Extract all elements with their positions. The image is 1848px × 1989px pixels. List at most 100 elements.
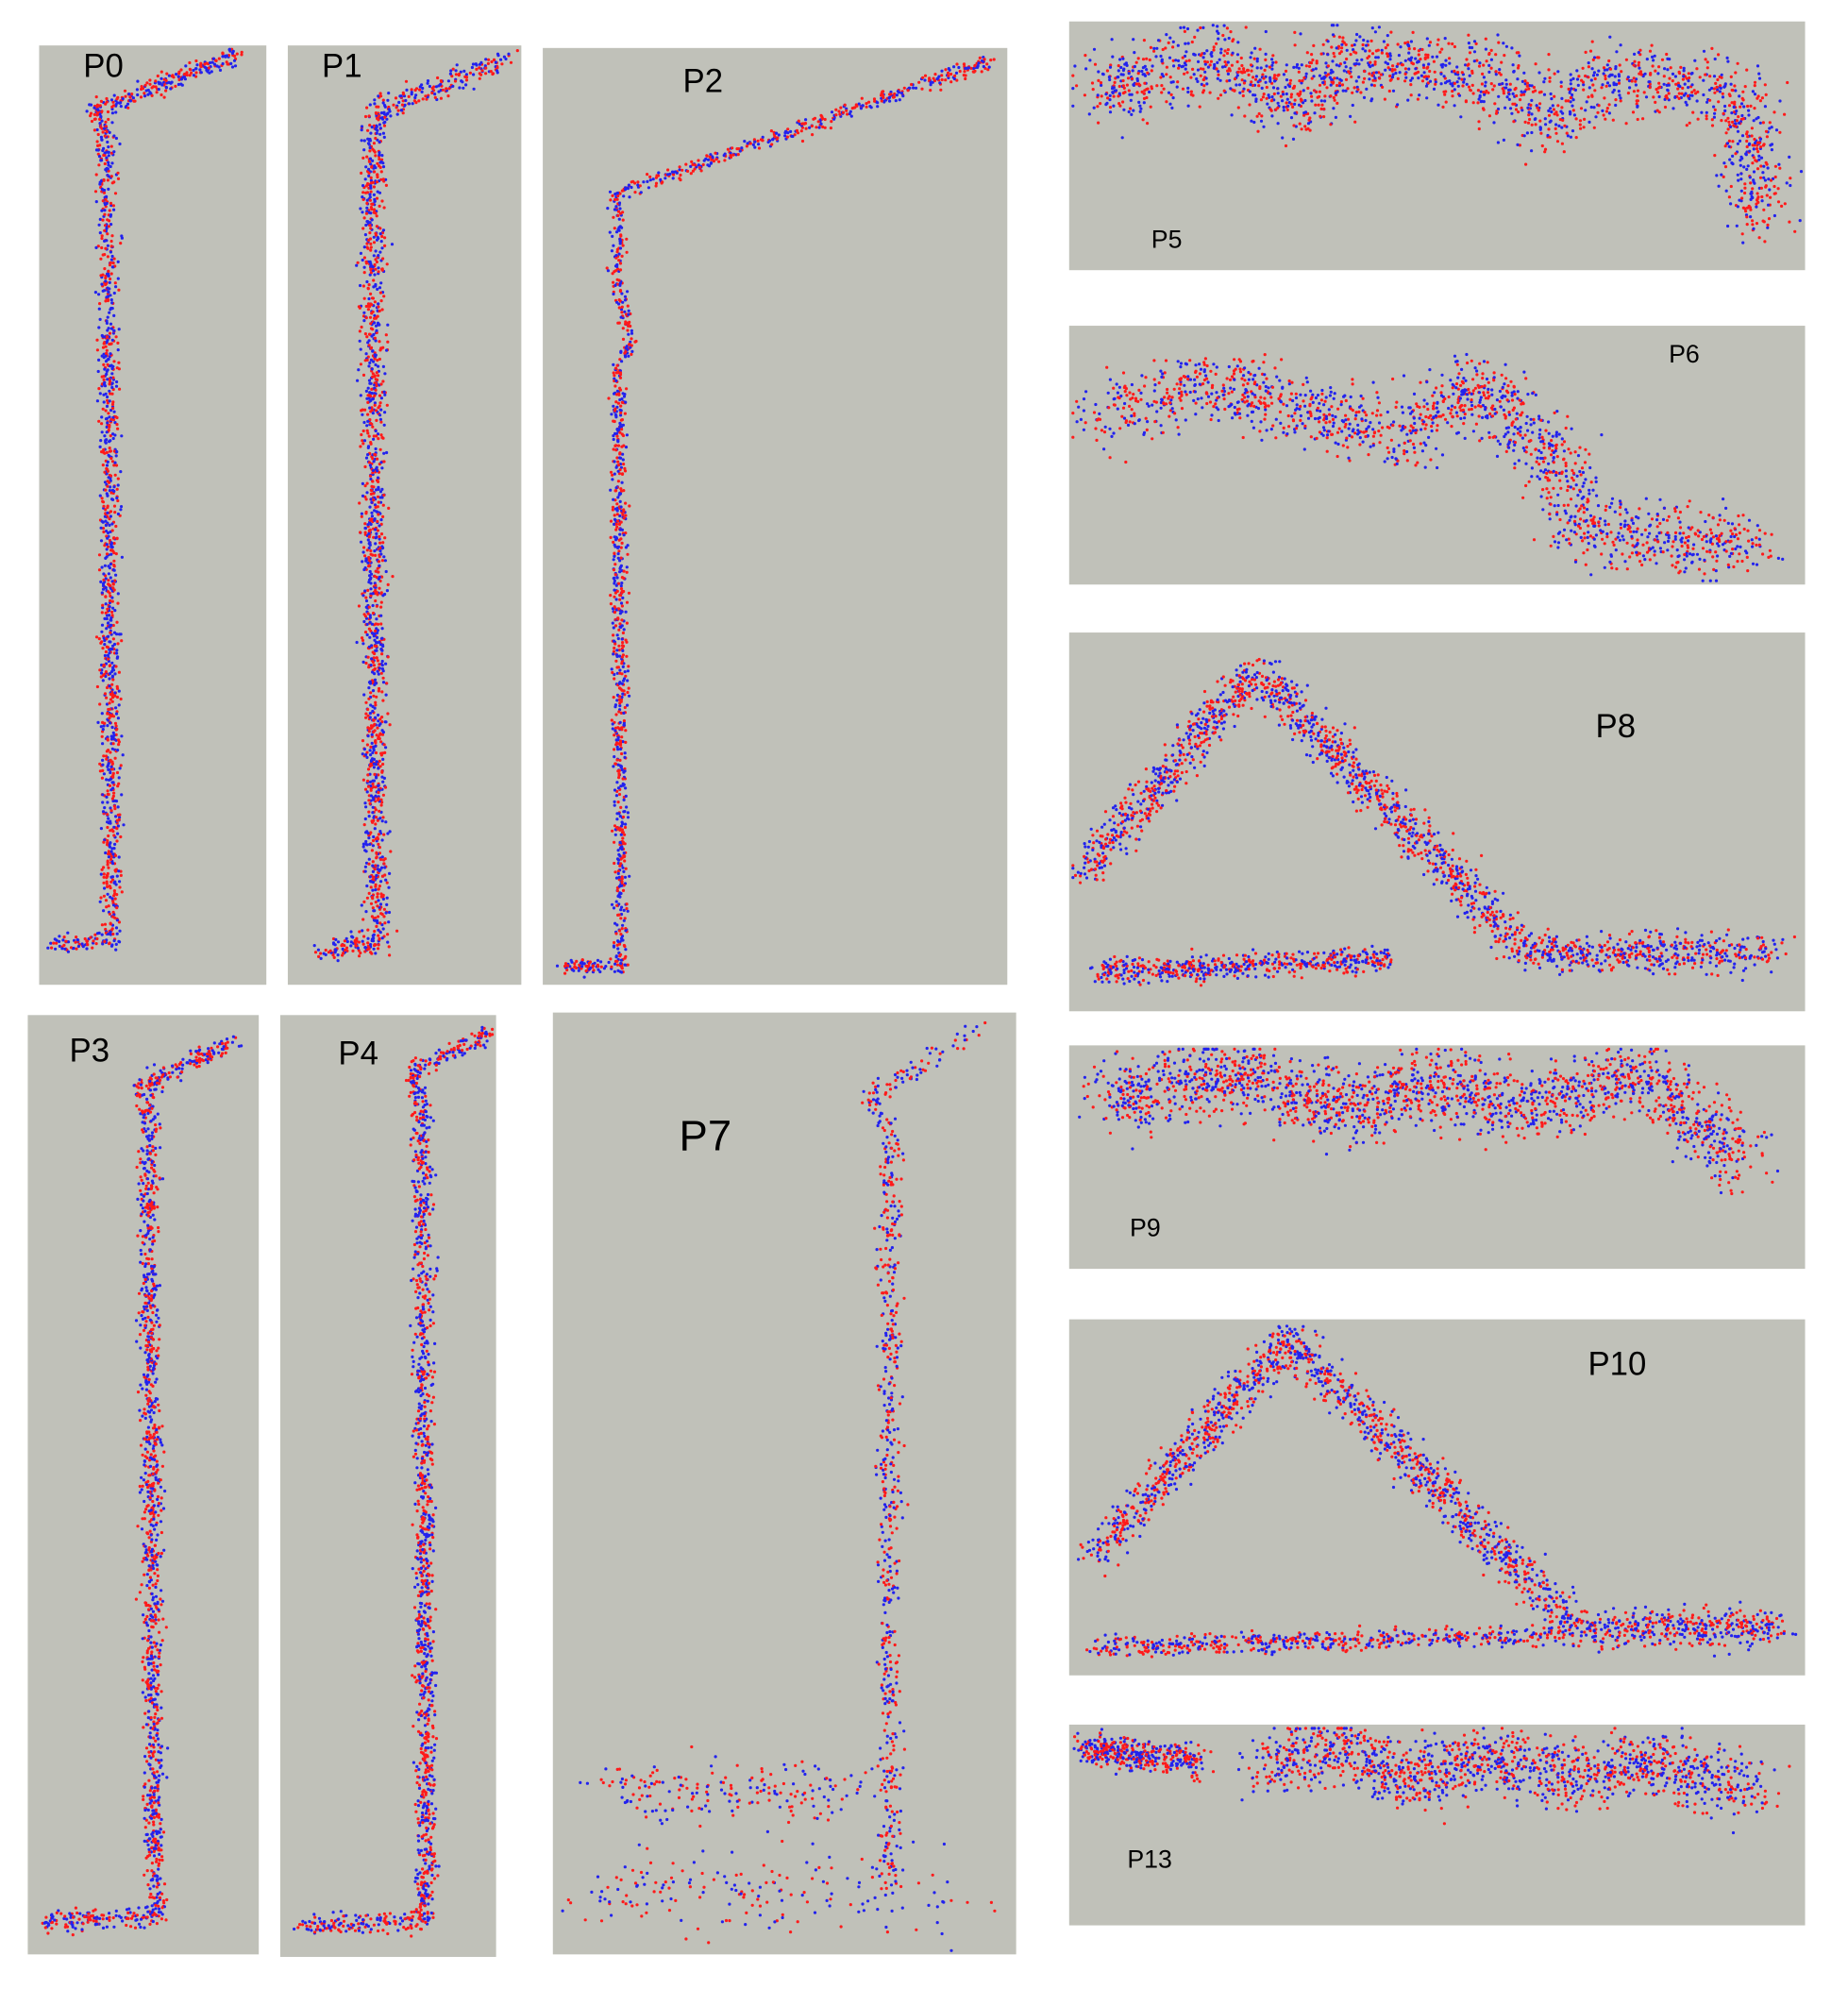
point bbox=[612, 371, 615, 375]
point bbox=[120, 236, 124, 240]
point bbox=[626, 703, 630, 707]
point bbox=[614, 400, 618, 404]
point bbox=[103, 721, 107, 725]
point bbox=[113, 868, 117, 872]
point bbox=[378, 846, 381, 850]
point bbox=[753, 140, 757, 143]
point bbox=[383, 720, 387, 724]
point bbox=[115, 536, 119, 540]
point bbox=[390, 243, 395, 246]
point bbox=[151, 1145, 155, 1149]
point bbox=[143, 92, 146, 95]
point bbox=[361, 442, 365, 446]
point bbox=[648, 175, 652, 178]
point bbox=[370, 126, 374, 129]
point bbox=[111, 100, 115, 104]
point bbox=[484, 72, 488, 76]
point bbox=[110, 747, 114, 750]
point bbox=[109, 631, 112, 634]
point bbox=[381, 895, 385, 899]
point bbox=[618, 741, 623, 745]
point bbox=[375, 214, 378, 218]
point bbox=[621, 777, 625, 781]
point bbox=[143, 1416, 147, 1420]
point bbox=[112, 791, 116, 795]
point bbox=[66, 931, 70, 935]
point bbox=[101, 647, 105, 650]
point bbox=[356, 379, 360, 382]
point bbox=[100, 734, 104, 738]
point bbox=[160, 1917, 163, 1921]
point bbox=[145, 1149, 149, 1153]
point bbox=[98, 769, 102, 773]
point bbox=[383, 115, 387, 119]
point bbox=[378, 524, 381, 528]
point bbox=[371, 425, 375, 429]
point bbox=[367, 697, 371, 700]
point bbox=[574, 966, 579, 969]
point bbox=[141, 1310, 144, 1314]
panel: P3 bbox=[27, 1015, 260, 1955]
point bbox=[101, 520, 105, 524]
point bbox=[106, 244, 109, 247]
point bbox=[366, 246, 370, 250]
point bbox=[378, 323, 381, 327]
point bbox=[407, 94, 411, 98]
point bbox=[613, 366, 618, 370]
point bbox=[221, 55, 225, 59]
point bbox=[106, 232, 109, 236]
point bbox=[939, 88, 943, 92]
point bbox=[113, 473, 117, 477]
point bbox=[145, 1869, 149, 1873]
point bbox=[145, 1097, 149, 1101]
point bbox=[105, 543, 109, 547]
point bbox=[102, 673, 106, 678]
point bbox=[383, 536, 387, 540]
point bbox=[108, 489, 111, 493]
point bbox=[106, 841, 109, 845]
point bbox=[76, 938, 80, 942]
point bbox=[379, 408, 383, 412]
point bbox=[385, 881, 389, 885]
point bbox=[555, 964, 560, 968]
point bbox=[379, 552, 383, 556]
point bbox=[362, 748, 366, 751]
point bbox=[114, 665, 118, 668]
point bbox=[618, 598, 622, 601]
point bbox=[112, 825, 116, 829]
point bbox=[617, 201, 622, 205]
point bbox=[611, 234, 614, 238]
point bbox=[157, 1904, 160, 1908]
point bbox=[616, 444, 621, 447]
point bbox=[313, 951, 318, 954]
point bbox=[107, 590, 110, 594]
point bbox=[364, 223, 368, 228]
point bbox=[145, 1308, 149, 1312]
point bbox=[383, 393, 387, 396]
point bbox=[430, 86, 434, 91]
point bbox=[626, 811, 630, 815]
point bbox=[377, 94, 380, 98]
point bbox=[107, 614, 111, 617]
panel-background bbox=[543, 47, 1008, 986]
point bbox=[614, 371, 619, 375]
point bbox=[365, 491, 369, 495]
point bbox=[113, 807, 117, 811]
point bbox=[366, 538, 370, 542]
point bbox=[368, 712, 372, 716]
point bbox=[369, 582, 373, 585]
point bbox=[143, 1499, 146, 1504]
point bbox=[121, 97, 125, 101]
point bbox=[623, 705, 627, 710]
point bbox=[376, 631, 379, 635]
point bbox=[107, 817, 110, 820]
point bbox=[105, 335, 109, 339]
point bbox=[367, 666, 371, 669]
point bbox=[487, 58, 491, 61]
point bbox=[985, 62, 989, 66]
point bbox=[372, 718, 376, 722]
point bbox=[105, 492, 109, 496]
point bbox=[369, 587, 373, 591]
point bbox=[108, 517, 111, 521]
point bbox=[74, 940, 77, 944]
